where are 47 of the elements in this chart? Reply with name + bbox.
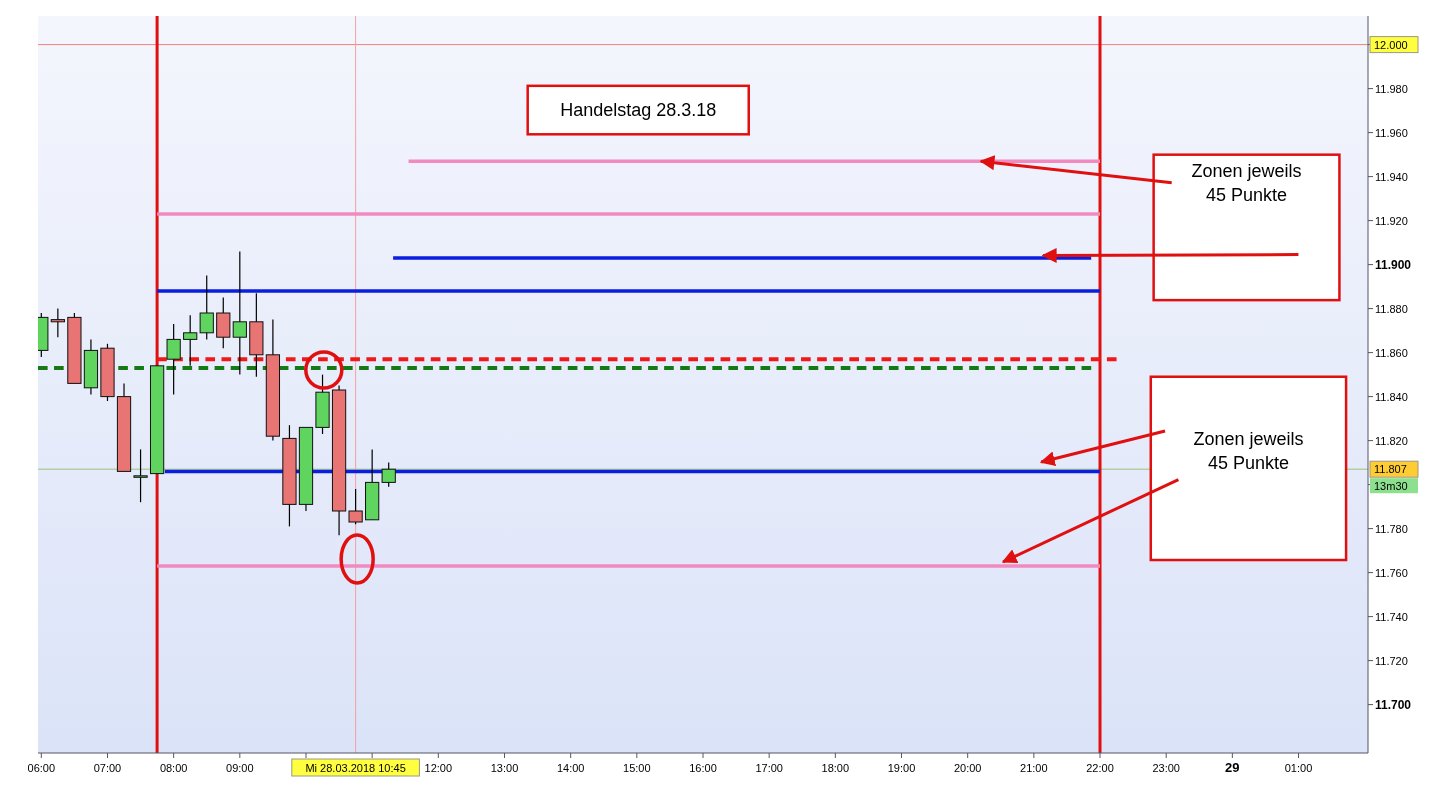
candlestick <box>183 314 198 367</box>
x-tick-label: 06:00 <box>27 762 56 774</box>
x-tick-label: 15:00 <box>623 762 651 774</box>
x-tick-label: 21:00 <box>1020 762 1048 774</box>
x-tick-label: 23:00 <box>1152 762 1180 774</box>
x-tick-label: 22:00 <box>1086 762 1114 774</box>
x-tick-label: 12:00 <box>424 762 453 774</box>
y-tick-label: 11.960 <box>1375 126 1408 139</box>
y-tick-label: 11.760 <box>1375 566 1408 579</box>
x-tick-label: 29 <box>1225 760 1240 775</box>
candlestick <box>381 462 396 488</box>
x-tick-label: 18:00 <box>821 762 850 774</box>
x-tick-label: 09:00 <box>226 762 254 774</box>
annotation: Zonen jeweils 45 Punkte <box>1191 161 1302 206</box>
ref-line-label: Mi 28.03.2018 10:45 <box>305 762 406 774</box>
y-tick-label: 11.980 <box>1375 82 1408 95</box>
candlestick <box>199 275 214 340</box>
candlestick <box>348 488 363 525</box>
x-tick-label: 08:00 <box>159 762 188 774</box>
y-tick-label: 11.860 <box>1375 346 1408 359</box>
y-tick-label: 11.780 <box>1375 522 1408 535</box>
y-tick-label: 11.940 <box>1375 170 1408 183</box>
candlestick <box>232 250 247 376</box>
x-tick-label: 16:00 <box>689 762 717 774</box>
x-tick-label: 01:00 <box>1284 762 1313 774</box>
y-tick-label: 11.740 <box>1375 610 1408 623</box>
y-tick-label: 11.700 <box>1375 697 1412 712</box>
x-tick-label: 20:00 <box>953 762 982 774</box>
x-tick-label: 07:00 <box>93 762 122 774</box>
candlestick <box>50 308 65 338</box>
annotation: Handelstag 28.3.18 <box>560 100 717 121</box>
ref-line-label: 12.000 <box>1374 38 1408 51</box>
annotation: Zonen jeweils 45 Punkte <box>1193 428 1304 473</box>
y-tick-label: 11.820 <box>1375 434 1408 447</box>
y-tick-label: 11.900 <box>1375 257 1412 272</box>
y-tick-label: 11.720 <box>1375 654 1408 667</box>
candlestick <box>133 448 148 503</box>
x-tick-label: 17:00 <box>755 762 783 774</box>
candlestick <box>166 323 181 395</box>
y-tick-label: 11.880 <box>1375 302 1408 315</box>
ref-line-label: 11.807 <box>1374 463 1407 476</box>
y-tick-label: 11.920 <box>1375 214 1408 227</box>
y-tick-label: 11.840 <box>1375 390 1408 403</box>
x-tick-label: 13:00 <box>490 762 519 774</box>
text: 13m30 <box>1374 480 1408 493</box>
x-tick-label: 14:00 <box>556 762 585 774</box>
x-tick-label: 19:00 <box>887 762 916 774</box>
